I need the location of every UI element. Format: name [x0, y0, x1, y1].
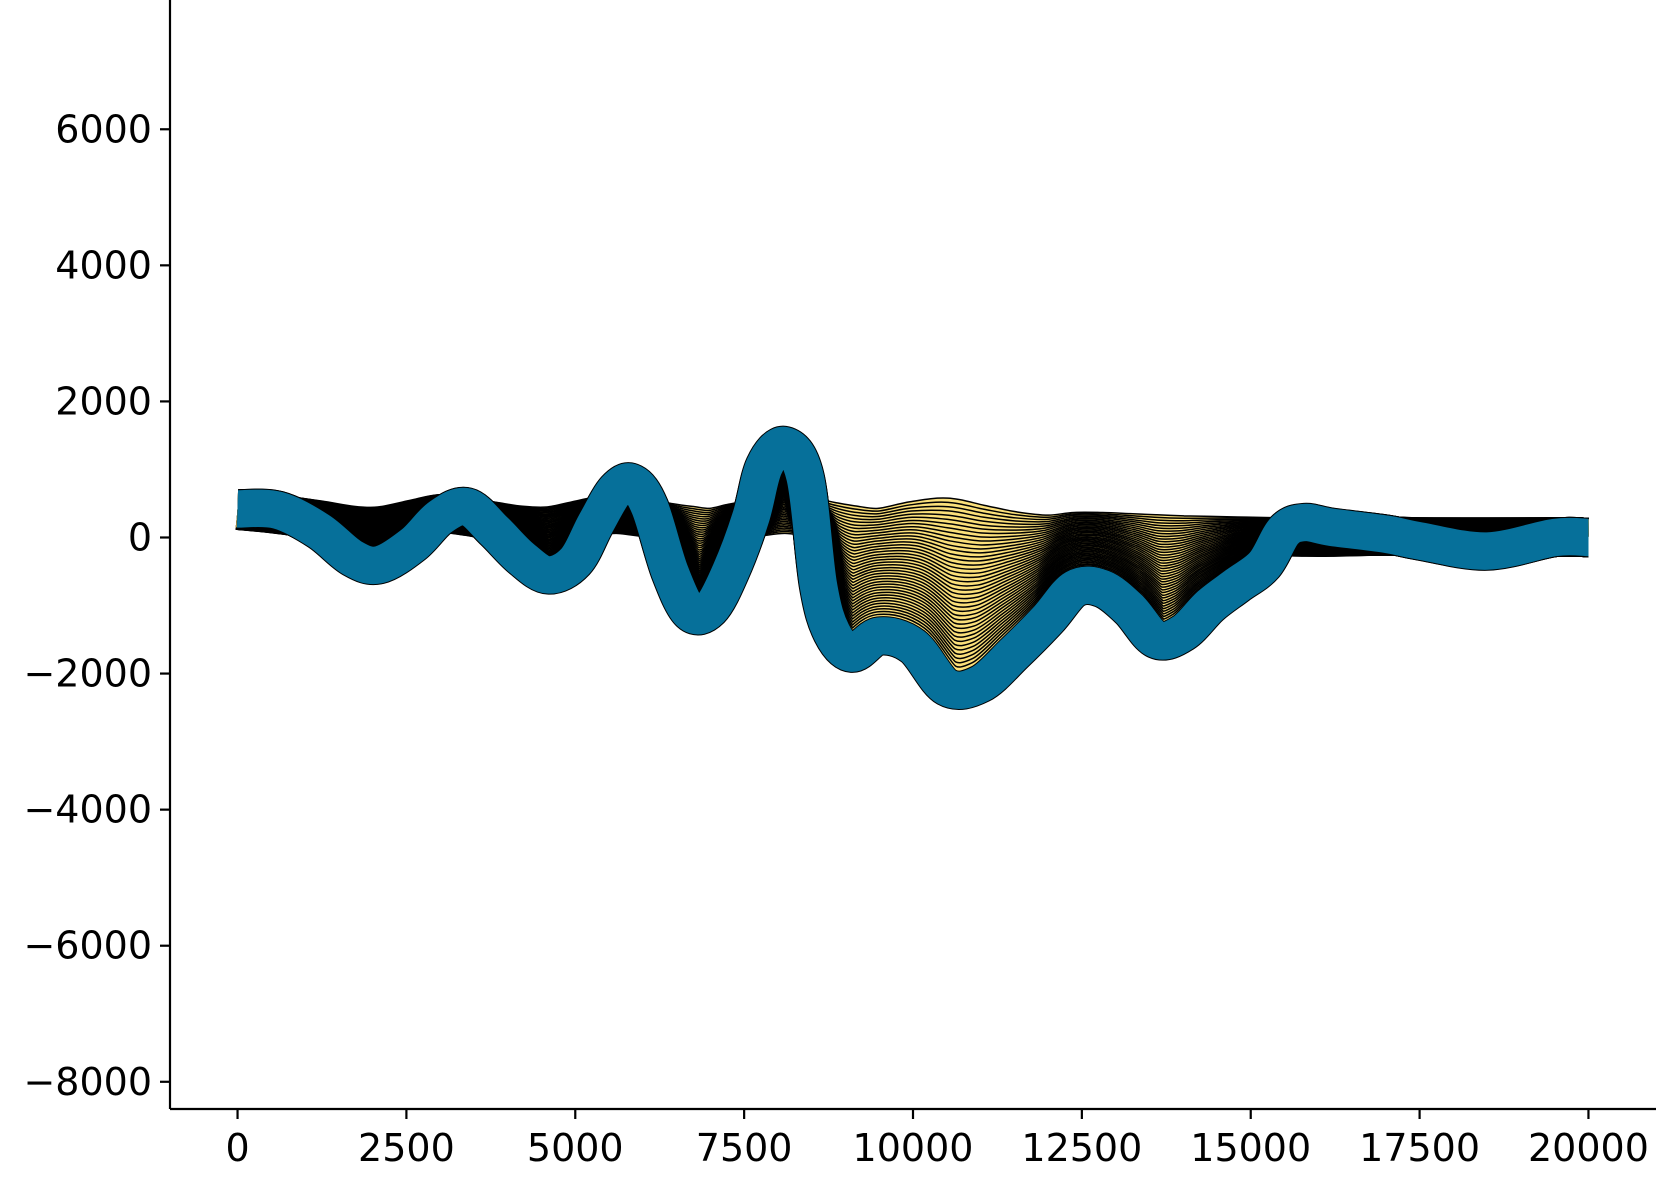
- x-tick-label: 2500: [358, 1126, 455, 1170]
- y-tick-label: −2000: [23, 652, 152, 696]
- x-tick-label: 0: [225, 1126, 249, 1170]
- x-tick-label: 5000: [527, 1126, 624, 1170]
- x-tick-label: 17500: [1359, 1126, 1480, 1170]
- axis-ticks: 0 2500 5000 7500 10000 12500 15000 17500 2000060…: [23, 107, 1648, 1170]
- y-tick-label: 4000: [55, 243, 152, 287]
- y-tick-label: −6000: [23, 924, 152, 968]
- x-tick-label: 7500: [696, 1126, 793, 1170]
- x-tick-label: 10000: [853, 1126, 974, 1170]
- y-tick-label: 0: [128, 515, 152, 559]
- final-channel-series: [236, 425, 1590, 710]
- y-tick-label: −8000: [23, 1060, 152, 1104]
- y-tick-label: 2000: [55, 379, 152, 423]
- x-tick-label: 12500: [1021, 1126, 1142, 1170]
- y-tick-label: −4000: [23, 788, 152, 832]
- x-tick-label: 20000: [1528, 1126, 1649, 1170]
- x-tick-label: 15000: [1190, 1126, 1311, 1170]
- y-tick-label: 6000: [55, 107, 152, 151]
- final-channel: [236, 426, 1590, 709]
